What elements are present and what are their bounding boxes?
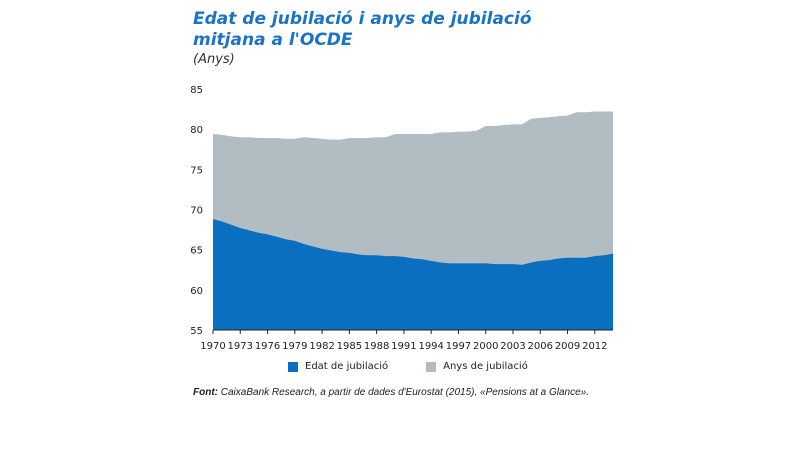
source-note: Font: CaixaBank Research, a partir de da… [193, 387, 589, 398]
legend-swatch-edat [288, 361, 298, 372]
area-edat-de-jubilacio [213, 219, 613, 330]
y-tick-label: 75 [190, 165, 203, 176]
y-tick-label: 70 [190, 206, 203, 217]
legend: Edat de jubilació Anys de jubilació [288, 361, 566, 372]
x-tick-label: 1988 [364, 341, 389, 352]
y-tick-label: 60 [190, 286, 203, 297]
chart-title-line-1: Edat de jubilació i anys de jubilació [193, 9, 532, 29]
x-tick-label: 1973 [228, 341, 253, 352]
legend-item-anys: Anys de jubilació [426, 361, 528, 372]
x-tick-label: 1982 [309, 341, 334, 352]
chart-title-line-2: mitjana a l'OCDE [193, 30, 353, 50]
x-tick-label: 2003 [500, 341, 525, 352]
y-axis-ticks: 55 60 65 70 75 80 85 [190, 85, 203, 337]
x-tick-label: 1979 [282, 341, 307, 352]
x-tick-label: 1991 [391, 341, 416, 352]
y-tick-label: 80 [190, 125, 203, 136]
legend-swatch-anys [426, 361, 437, 372]
x-tick-label: 1976 [255, 341, 280, 352]
x-tick-label: 2009 [555, 341, 580, 352]
x-tick-label: 1997 [446, 341, 471, 352]
x-tick-label: 2006 [528, 341, 553, 352]
legend-item-edat: Edat de jubilació [288, 361, 388, 372]
y-tick-label: 55 [190, 326, 203, 337]
x-tick-label: 2000 [473, 341, 498, 352]
y-tick-label: 65 [190, 246, 203, 257]
x-tick-label: 1985 [337, 341, 362, 352]
x-tick-label: 1994 [418, 341, 443, 352]
x-axis-ticks: 1970 1973 1976 1979 1982 1985 1988 1991 1994 1997… [200, 330, 608, 352]
chart-title: Edat de jubilació i anys de jubilació mi… [193, 9, 532, 51]
legend-label-anys: Anys de jubilació [443, 361, 528, 372]
source-text: CaixaBank Research, a partir de dades d'… [218, 387, 590, 398]
x-tick-label: 1970 [200, 341, 225, 352]
source-label: Font: [193, 387, 218, 398]
legend-label-edat: Edat de jubilació [305, 361, 389, 372]
x-tick-label: 2012 [582, 341, 607, 352]
chart-subtitle: (Anys) [193, 52, 235, 67]
y-tick-label: 85 [190, 85, 203, 96]
